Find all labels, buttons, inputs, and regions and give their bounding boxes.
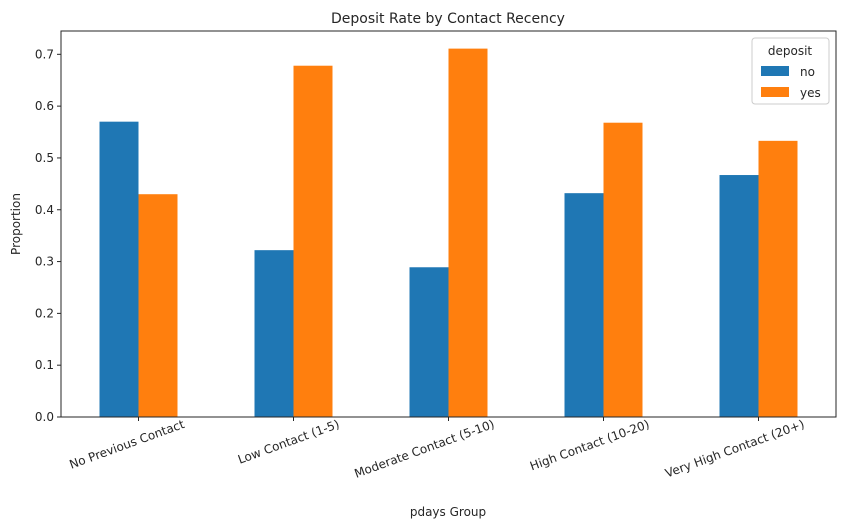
y-tick-label: 0.1 <box>35 358 54 372</box>
bar-no-3 <box>564 193 604 417</box>
legend-label-yes: yes <box>800 86 821 100</box>
plot-area <box>99 48 798 417</box>
y-tick-label: 0.2 <box>35 306 54 320</box>
bar-no-1 <box>254 250 294 417</box>
y-tick-label: 0.4 <box>35 203 54 217</box>
x-tick-label: High Contact (10-20) <box>528 417 651 473</box>
bar-yes-3 <box>603 122 643 417</box>
y-axis-label: Proportion <box>9 193 23 255</box>
y-axis: 0.0 0.1 0.2 0.3 0.4 0.5 0.6 0.7 <box>35 47 61 424</box>
bar-yes-0 <box>138 194 178 417</box>
y-tick-label: 0.6 <box>35 99 54 113</box>
legend-swatch-yes <box>761 87 789 97</box>
bar-no-2 <box>409 267 449 417</box>
x-tick-label: Low Contact (1-5) <box>236 417 341 467</box>
y-tick-label: 0.7 <box>35 47 54 61</box>
legend-label-no: no <box>800 65 815 79</box>
bar-no-0 <box>99 121 139 417</box>
x-axis-label: pdays Group <box>410 505 486 519</box>
legend-title: deposit <box>768 44 813 58</box>
legend: deposit no yes <box>751 37 830 105</box>
bar-no-4 <box>719 175 759 417</box>
y-tick-label: 0.3 <box>35 255 54 269</box>
y-tick-label: 0.0 <box>35 410 54 424</box>
legend-swatch-no <box>761 66 789 76</box>
bar-yes-4 <box>758 140 798 417</box>
bar-yes-2 <box>448 48 488 417</box>
x-tick-label: Very High Contact (20+) <box>663 417 806 480</box>
x-axis: No Previous Contact Low Contact (1-5) Mode… <box>67 417 806 481</box>
y-tick-label: 0.5 <box>35 151 54 165</box>
x-tick-label: No Previous Contact <box>67 417 186 472</box>
bar-yes-1 <box>293 65 333 417</box>
chart-title: Deposit Rate by Contact Recency <box>331 11 565 27</box>
x-tick-label: Moderate Contact (5-10) <box>352 417 496 481</box>
